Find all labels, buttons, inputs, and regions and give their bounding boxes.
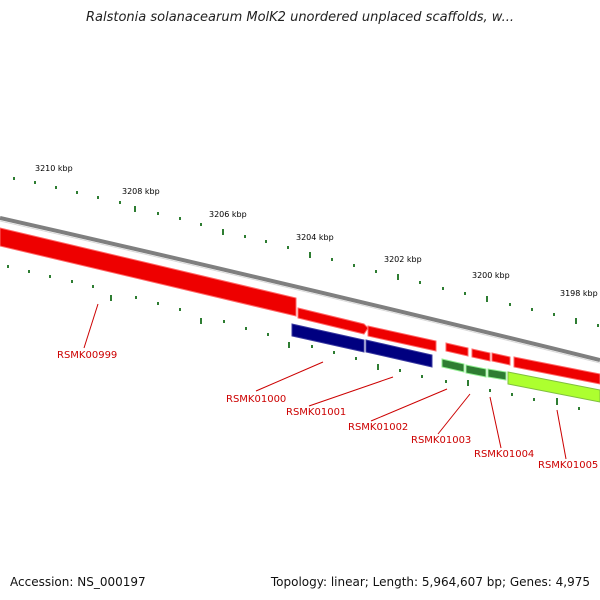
- gene-label-rsmk01001[interactable]: RSMK01001: [286, 407, 346, 418]
- minus-feature-blue-2[interactable]: [365, 339, 433, 368]
- tick-label-3198: 3198 kbp: [560, 289, 598, 298]
- tick-label-3204: 3204 kbp: [296, 233, 334, 242]
- gene-label-rsmk01002[interactable]: RSMK01002: [348, 422, 408, 433]
- gene-label-rsmk01004[interactable]: RSMK01004: [474, 449, 534, 460]
- chromosome-backbone: [0, 216, 600, 362]
- chromosome-backbone-highlight: [0, 220, 600, 364]
- tick-label-3202: 3202 kbp: [384, 255, 422, 264]
- label-leader-lines: [83, 303, 567, 460]
- gene-rsmk01001-feature[interactable]: [367, 325, 437, 352]
- gene-rsmk01004-feature[interactable]: [491, 352, 511, 366]
- tick-label-3210: 3210 kbp: [35, 164, 73, 173]
- gene-label-rsmk00999[interactable]: RSMK00999: [57, 350, 117, 361]
- minus-feature-green-1[interactable]: [441, 358, 465, 373]
- gene-rsmk00999-feature[interactable]: [0, 227, 297, 317]
- gene-rsmk01002-feature[interactable]: [445, 342, 469, 357]
- minus-feature-green-2[interactable]: [465, 364, 487, 378]
- gene-label-rsmk01003[interactable]: RSMK01003: [411, 435, 471, 446]
- accession-footer: Accession: NS_000197: [10, 575, 146, 589]
- minus-feature-blue-1[interactable]: [291, 323, 365, 353]
- map-title: Ralstonia solanacearum MolK2 unordered u…: [85, 10, 514, 25]
- gene-rsmk01005-feature[interactable]: [513, 356, 600, 385]
- gene-rsmk01003-feature[interactable]: [471, 348, 491, 362]
- tick-label-3200: 3200 kbp: [472, 271, 510, 280]
- tick-label-3208: 3208 kbp: [122, 187, 160, 196]
- accession-label: Accession:: [10, 575, 74, 589]
- tick-label-3206: 3206 kbp: [209, 210, 247, 219]
- outer-ruler-ticks: [13, 177, 599, 327]
- gene-label-rsmk01005[interactable]: RSMK01005: [538, 460, 598, 471]
- inner-ruler-ticks: [7, 265, 580, 410]
- minus-feature-lime[interactable]: [507, 371, 600, 403]
- topology-footer: Topology: linear; Length: 5,964,607 bp; …: [270, 575, 590, 589]
- gene-label-rsmk01000[interactable]: RSMK01000: [226, 394, 286, 405]
- accession-value: NS_000197: [77, 575, 146, 589]
- gene-rsmk01000-feature[interactable]: [297, 307, 369, 335]
- minus-feature-green-3[interactable]: [487, 368, 507, 381]
